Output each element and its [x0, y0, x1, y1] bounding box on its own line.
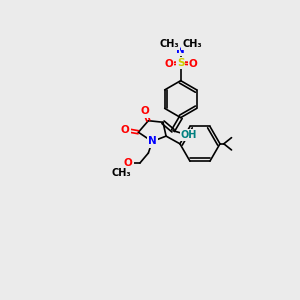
Text: CH₃: CH₃	[112, 168, 131, 178]
Text: N: N	[148, 136, 157, 146]
Text: CH₃: CH₃	[182, 39, 202, 49]
Text: CH₃: CH₃	[159, 39, 179, 49]
Text: S: S	[177, 58, 184, 68]
Text: O: O	[140, 106, 149, 116]
Text: O: O	[124, 158, 133, 168]
Text: O: O	[121, 125, 130, 135]
Text: OH: OH	[181, 130, 197, 140]
Text: O: O	[164, 59, 173, 69]
Text: N: N	[176, 45, 185, 55]
Text: O: O	[189, 59, 197, 69]
